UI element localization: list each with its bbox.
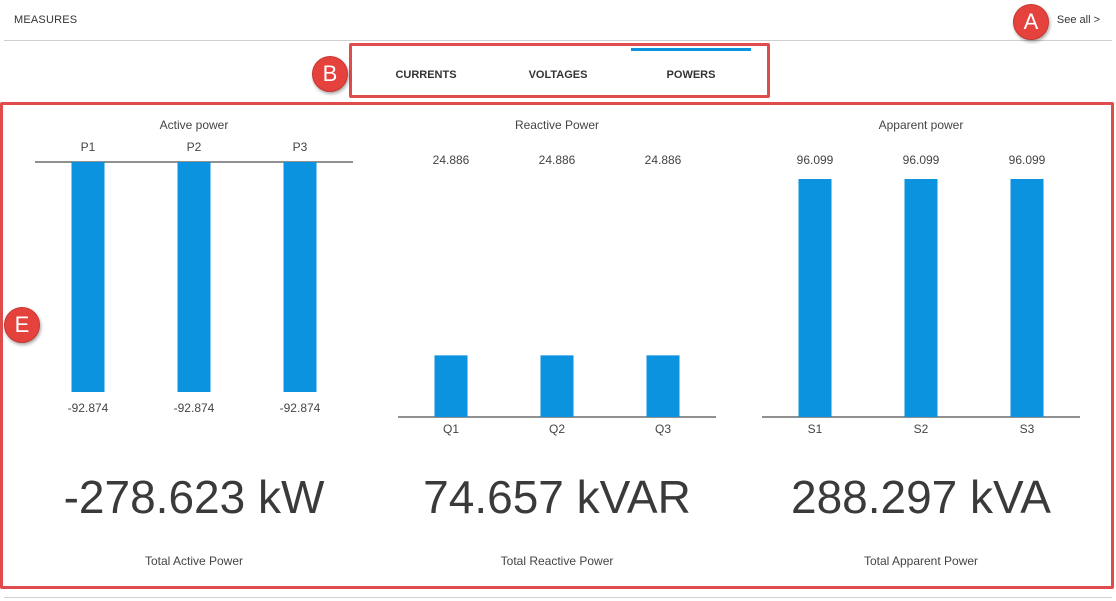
chart-title-1: Active power <box>160 118 229 132</box>
value-label-s3: 96.099 <box>1009 153 1046 167</box>
tab-currents[interactable]: CURRENTS <box>395 69 457 81</box>
bar-p3 <box>283 162 317 393</box>
bar-p1 <box>71 162 105 393</box>
category-label-s1: S1 <box>808 422 823 436</box>
bar-s2 <box>904 179 938 417</box>
bar-q3 <box>646 355 680 417</box>
value-label-p2: -92.874 <box>174 401 215 415</box>
total-value-2: 74.657 kVAR <box>423 471 691 523</box>
bottom-divider <box>4 597 1112 598</box>
chart-title-3: Apparent power <box>879 118 964 132</box>
value-label-s2: 96.099 <box>903 153 940 167</box>
annotation-badge-b: B <box>312 56 348 92</box>
see-all-link[interactable]: See all > <box>1056 14 1100 26</box>
category-label-q1: Q1 <box>443 422 459 436</box>
category-label-p3: P3 <box>293 140 308 154</box>
bar-s1 <box>798 179 832 417</box>
annotation-badge-a: A <box>1013 4 1049 40</box>
bar-q1 <box>434 355 468 417</box>
value-label-q3: 24.886 <box>645 153 682 167</box>
bar-s3 <box>1010 179 1044 417</box>
category-label-s3: S3 <box>1020 422 1035 436</box>
tab-voltages[interactable]: VOLTAGES <box>528 69 588 81</box>
total-label-2: Total Reactive Power <box>501 554 614 568</box>
total-value-1: -278.623 kW <box>64 471 325 523</box>
page-title: MEASURES <box>14 14 78 26</box>
chart-title-2: Reactive Power <box>515 118 599 132</box>
total-value-3: 288.297 kVA <box>791 471 1051 523</box>
category-label-q3: Q3 <box>655 422 671 436</box>
measure-tabs: CURRENTS VOLTAGES POWERS <box>356 48 766 92</box>
measures-header: MEASURES See all > <box>4 0 1112 41</box>
category-label-q2: Q2 <box>549 422 565 436</box>
value-label-s1: 96.099 <box>797 153 834 167</box>
category-label-p1: P1 <box>81 140 96 154</box>
tab-powers[interactable]: POWERS <box>631 48 751 92</box>
total-label-1: Total Active Power <box>145 554 243 568</box>
value-label-p1: -92.874 <box>68 401 109 415</box>
category-label-s2: S2 <box>914 422 929 436</box>
value-label-q2: 24.886 <box>539 153 576 167</box>
value-label-q1: 24.886 <box>433 153 470 167</box>
annotation-box-b <box>349 43 770 98</box>
category-label-p2: P2 <box>187 140 202 154</box>
bar-p2 <box>177 162 211 393</box>
annotation-badge-e: E <box>4 307 40 343</box>
total-label-3: Total Apparent Power <box>864 554 978 568</box>
annotation-box-e <box>0 102 1114 589</box>
value-label-p3: -92.874 <box>280 401 321 415</box>
bar-q2 <box>540 355 574 417</box>
